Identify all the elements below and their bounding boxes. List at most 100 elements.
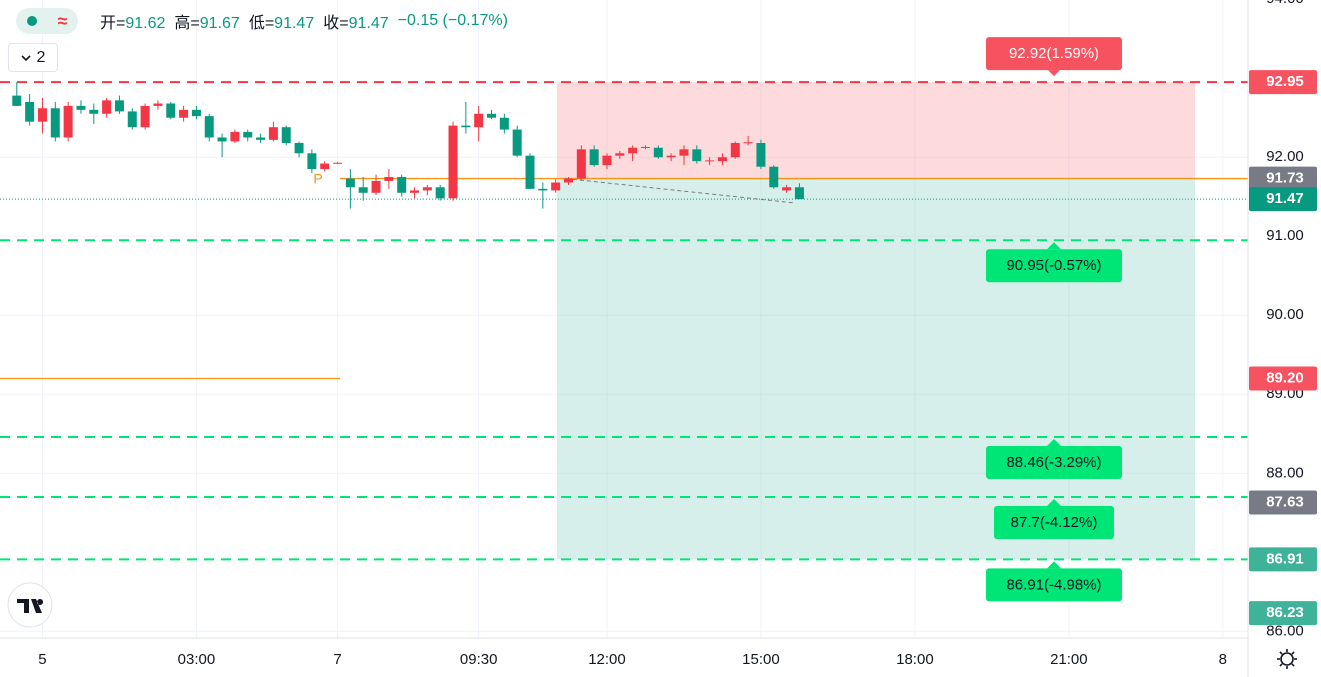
- target-zone: [557, 178, 1195, 560]
- candle-body: [628, 147, 638, 154]
- candle-body: [563, 178, 573, 183]
- price-tag: [1249, 366, 1317, 391]
- candle-body: [345, 178, 355, 188]
- target-label-box: [994, 505, 1114, 539]
- stop-label-box: [986, 37, 1122, 71]
- ohlc-item: 开=91.62: [100, 9, 165, 33]
- candle-body: [37, 108, 47, 122]
- candle-body: [692, 149, 702, 162]
- candle-body: [525, 155, 535, 189]
- candle-body: [358, 187, 368, 193]
- candle-body: [102, 100, 112, 114]
- candle-body: [589, 149, 599, 166]
- x-tick-label: 21:00: [1050, 651, 1088, 668]
- ohlc-value: 91.62: [125, 15, 166, 32]
- stop-label: 92.92(1.59%): [1009, 45, 1099, 62]
- ohlc-item: 低=91.47: [249, 9, 314, 33]
- symbol-badge[interactable]: ≈: [16, 8, 78, 34]
- candle-body: [166, 103, 176, 118]
- candle-body: [243, 131, 253, 138]
- candle-body: [576, 149, 586, 179]
- marker: P: [313, 171, 322, 187]
- candle-body: [127, 111, 137, 128]
- candle-body: [410, 190, 420, 193]
- candle-body: [25, 101, 35, 122]
- legend-header: ≈ 开=91.62 高=91.67 低=91.47 收=91.47 −0.15 …: [16, 8, 508, 34]
- x-tick-label: 18:00: [896, 651, 934, 668]
- price-tag-label: 91.47: [1266, 190, 1304, 207]
- candle-body: [63, 105, 73, 138]
- price-tag: [1249, 547, 1317, 572]
- candle-body: [640, 146, 650, 148]
- candle-body: [679, 149, 689, 156]
- x-tick-label: 5: [38, 651, 46, 668]
- candle-body: [756, 143, 766, 167]
- candle-body: [487, 113, 497, 118]
- candle-body: [422, 187, 432, 191]
- target-label-arrow: [1047, 561, 1061, 569]
- y-tick-label: 92.00: [1266, 148, 1304, 165]
- ohlc-label: 开=: [100, 15, 126, 32]
- candle-body: [114, 100, 124, 112]
- collapse-button[interactable]: 2: [8, 43, 58, 72]
- candle-body: [76, 105, 86, 110]
- candle-body: [474, 113, 484, 128]
- ohlc-value: 91.47: [348, 15, 389, 32]
- candle-body: [191, 109, 201, 117]
- candle-body: [743, 142, 753, 144]
- candle-body: [256, 137, 266, 140]
- candle-body: [615, 153, 625, 156]
- gear-tooth: [1291, 663, 1295, 667]
- y-tick-label: 91.00: [1266, 227, 1304, 244]
- candle-body: [717, 157, 727, 162]
- candle-body: [461, 125, 471, 128]
- candle-body: [384, 176, 394, 181]
- ohlc-label: 收=: [323, 15, 349, 32]
- y-tick-label: 90.00: [1266, 306, 1304, 323]
- price-tag-label: 92.95: [1266, 73, 1304, 90]
- target-label: 87.7(-4.12%): [1011, 514, 1098, 531]
- target-label-arrow: [1047, 438, 1061, 446]
- candle-body: [512, 129, 522, 156]
- settings-button[interactable]: [1277, 649, 1297, 669]
- target-label-box: [986, 249, 1122, 283]
- gear-tooth: [1279, 651, 1283, 655]
- candle-body: [705, 160, 715, 162]
- target-label-arrow: [1047, 242, 1061, 250]
- candle-body: [448, 125, 458, 199]
- ohlc-value: 91.67: [199, 15, 240, 32]
- x-tick-label: 03:00: [178, 651, 216, 668]
- candle-body: [397, 176, 407, 193]
- indicator-count: 2: [36, 48, 46, 66]
- ohlc-item: 高=91.67: [174, 9, 239, 33]
- x-tick-label: 15:00: [742, 651, 780, 668]
- ohlc-value: 91.47: [274, 15, 315, 32]
- target-label: 90.95(-0.57%): [1006, 257, 1101, 274]
- candle-body: [153, 103, 163, 106]
- candle-body: [268, 127, 278, 140]
- candle-body: [794, 187, 804, 200]
- candle-body: [12, 95, 22, 106]
- ohlc-label: 高=: [174, 15, 200, 32]
- ohlc-label: 低=: [248, 15, 275, 32]
- gear-tooth: [1291, 651, 1295, 655]
- trade-connector: [565, 178, 796, 204]
- target-label-box: [986, 568, 1122, 602]
- ohlc-item: 收=91.47: [323, 9, 388, 33]
- chevron: [20, 54, 31, 61]
- price-tag: [1249, 490, 1317, 515]
- price-tag-label: 89.20: [1266, 369, 1304, 386]
- candle-body: [294, 143, 304, 154]
- price-tag: [1249, 601, 1317, 626]
- y-tick-label: 88.00: [1266, 464, 1304, 481]
- candle-body: [653, 147, 663, 158]
- target-label: 86.91(-4.98%): [1006, 576, 1101, 593]
- candle-body: [666, 155, 676, 158]
- x-tick-label: 12:00: [588, 651, 626, 668]
- logo-circle: [7, 582, 53, 628]
- candle-body: [307, 153, 317, 170]
- candle-body: [89, 109, 99, 114]
- candle-body: [551, 182, 561, 191]
- candle-body: [782, 187, 792, 191]
